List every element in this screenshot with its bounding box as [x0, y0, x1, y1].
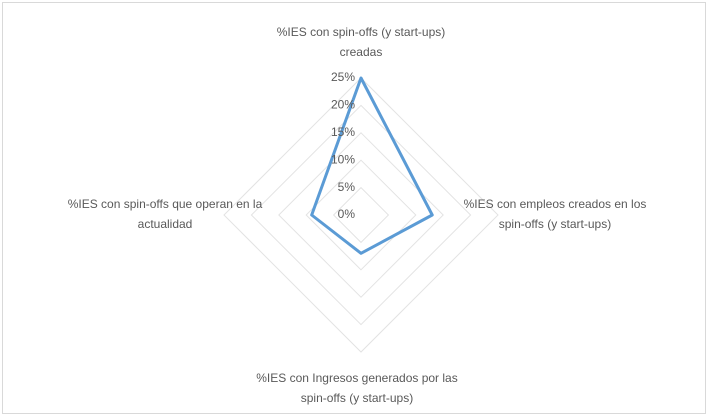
grid-ring: [223, 77, 499, 353]
tick-label: 0%: [338, 207, 356, 221]
axis-label: %IES con Ingresos generados por las spin…: [256, 371, 458, 405]
tick-label: 10%: [331, 152, 355, 166]
series-line: [310, 76, 434, 255]
tick-label: 25%: [331, 70, 355, 84]
tick-label: 15%: [331, 125, 355, 139]
tick-label: 20%: [331, 98, 355, 112]
grid-ring: [278, 132, 444, 298]
tick-label: 5%: [338, 180, 356, 194]
grid-ring: [250, 104, 472, 326]
axis-label: %IES con spin-offs (y start-ups) creadas: [276, 25, 446, 59]
grid-ring: [332, 186, 390, 244]
axis-label: %IES con empleos creados en los spin-off…: [463, 197, 647, 231]
axis-label: %IES con spin-offs que operan en la actu…: [67, 197, 263, 231]
grid-ring: [305, 159, 417, 271]
chart-border: [2, 2, 706, 414]
